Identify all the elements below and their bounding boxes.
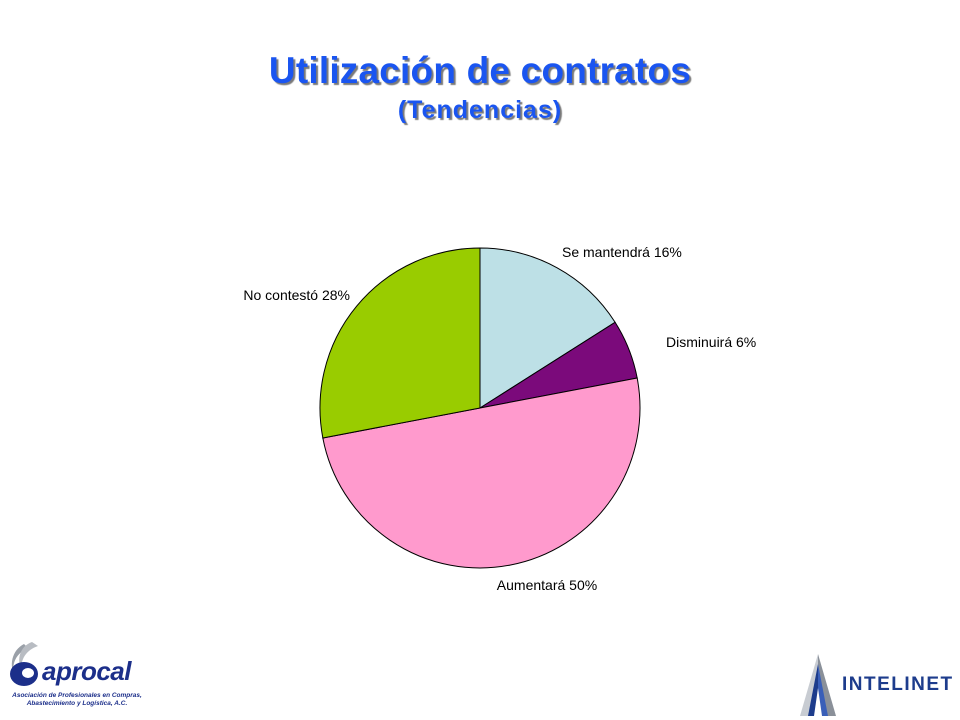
aprocal-wordmark: aprocal <box>42 656 132 686</box>
intelinet-wordmark: INTELINET <box>842 674 954 695</box>
title-block: Utilización de contratos (Tendencias) <box>0 48 960 126</box>
aprocal-swirl-icon <box>10 642 38 686</box>
aprocal-tagline-line2: Abastecimiento y Logística, A.C. <box>26 700 128 707</box>
pie-label-no-contesto: No contestó 28% <box>243 287 350 303</box>
aprocal-logo: aprocal Asociación de Profesionales en C… <box>2 636 152 716</box>
pie-slice-aumentara <box>322 377 641 569</box>
pie-label-disminuira: Disminuirá 6% <box>666 334 756 350</box>
slide-title: Utilización de contratos <box>268 50 692 91</box>
pie-label-se-mantendra: Se mantendrá 16% <box>562 244 682 260</box>
intelinet-a-icon <box>800 654 836 716</box>
aprocal-tagline: Asociación de Profesionales en Compras, … <box>2 692 152 708</box>
pie-slice-no-contesto <box>319 247 481 439</box>
aprocal-tagline-line1: Asociación de Profesionales en Compras, <box>12 692 142 699</box>
slide-subtitle: (Tendencias) <box>397 96 563 124</box>
pie-slice-se-mantendra <box>479 247 616 409</box>
intelinet-logo: INTELINET <box>796 652 956 718</box>
pie-label-aumentara: Aumentará 50% <box>497 577 597 593</box>
